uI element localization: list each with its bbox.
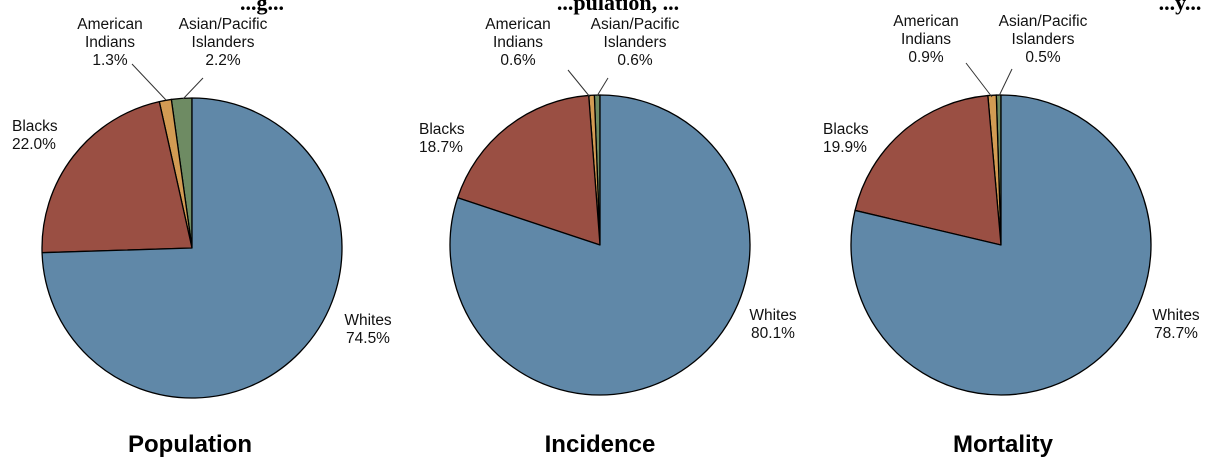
slice-label-line: 19.9% (823, 139, 867, 156)
slice-label-line: Whites (344, 312, 392, 329)
slice-incidence-blacks (456, 94, 601, 246)
slice-label-line: 0.6% (617, 52, 653, 69)
leader-line-incidence-asian-pacific-islanders (596, 77, 609, 97)
leader-line-mortality-american-indians (965, 62, 993, 98)
leader-line-mortality-asian-pacific-islanders (998, 68, 1013, 97)
slice-label-population-asian-pacific-islanders: Asian/Pacific Islanders 2.2% (179, 16, 268, 69)
slice-label-line: 18.7% (419, 139, 463, 156)
slice-label-line: 22.0% (12, 136, 56, 153)
leader-line-population-asian-pacific-islanders (182, 77, 204, 100)
leader-line-incidence-american-indians (567, 69, 591, 98)
slice-label-line: Asian/Pacific (591, 16, 680, 33)
slice-label-population-blacks: Blacks 22.0% (12, 118, 58, 153)
slice-label-line: 74.5% (346, 330, 390, 347)
slice-label-mortality-american-indians: American Indians 0.9% (893, 13, 958, 66)
slice-label-line: Whites (749, 307, 797, 324)
slice-label-incidence-blacks: Blacks 18.7% (419, 121, 465, 156)
slice-label-mortality-blacks: Blacks 19.9% (823, 121, 869, 156)
slice-label-incidence-whites: Whites 80.1% (749, 307, 797, 342)
chart-title-mortality: Mortality (953, 431, 1054, 458)
pie-population: Whites 74.5% Blacks 22.0% American Indians 1.3… (12, 16, 392, 458)
header-fragment-3: ...y... (1159, 0, 1202, 15)
slice-label-line: Asian/Pacific (179, 16, 268, 33)
slice-label-mortality-whites: Whites 78.7% (1152, 307, 1200, 342)
slice-label-line: American (77, 16, 142, 33)
pie-mortality: Whites 78.7% Blacks 19.9% American Indians 0.9… (823, 13, 1200, 458)
slice-label-line: Asian/Pacific (999, 13, 1088, 30)
chart-title-population: Population (128, 431, 252, 458)
slice-label-line: American (485, 16, 550, 33)
slice-label-line: Blacks (419, 121, 465, 138)
slice-label-line: Islanders (604, 34, 667, 51)
slice-label-line: Blacks (823, 121, 869, 138)
slice-population-blacks (41, 100, 193, 254)
slice-label-line: Islanders (1012, 31, 1075, 48)
slice-incidence-whites (449, 94, 751, 396)
slice-label-incidence-american-indians: American Indians 0.6% (485, 16, 550, 69)
slice-label-line: Indians (901, 31, 951, 48)
slice-label-line: American (893, 13, 958, 30)
slice-label-line: Islanders (192, 34, 255, 51)
slice-label-line: 0.9% (908, 49, 944, 66)
slice-label-line: Indians (493, 34, 543, 51)
slice-label-line: 78.7% (1154, 325, 1198, 342)
slice-label-line: Blacks (12, 118, 58, 135)
slice-mortality-whites (850, 94, 1152, 396)
slice-label-line: Indians (85, 34, 135, 51)
slice-label-line: 80.1% (751, 325, 795, 342)
slice-label-population-whites: Whites 74.5% (344, 312, 392, 347)
slice-mortality-blacks (854, 94, 1002, 246)
slice-label-line: 1.3% (92, 52, 128, 69)
chart-title-incidence: Incidence (545, 431, 656, 458)
slice-population-whites (41, 97, 343, 399)
slice-label-line: 0.5% (1025, 49, 1061, 66)
slice-label-population-american-indians: American Indians 1.3% (77, 16, 142, 69)
slice-label-line: 2.2% (205, 52, 241, 69)
pie-incidence: Whites 80.1%Blacks 18.7%American Indians 0.6… (419, 16, 797, 458)
header-fragment-2: ...pulation, ... (557, 0, 679, 15)
slice-label-line: Whites (1152, 307, 1200, 324)
slice-label-mortality-asian-pacific-islanders: Asian/Pacific Islanders 0.5% (999, 13, 1088, 66)
slice-label-line: 0.6% (500, 52, 536, 69)
leader-line-population-american-indians (131, 63, 167, 101)
slice-label-incidence-asian-pacific-islanders: Asian/Pacific Islanders 0.6% (591, 16, 680, 69)
header-fragment-1: ...g... (240, 0, 284, 15)
